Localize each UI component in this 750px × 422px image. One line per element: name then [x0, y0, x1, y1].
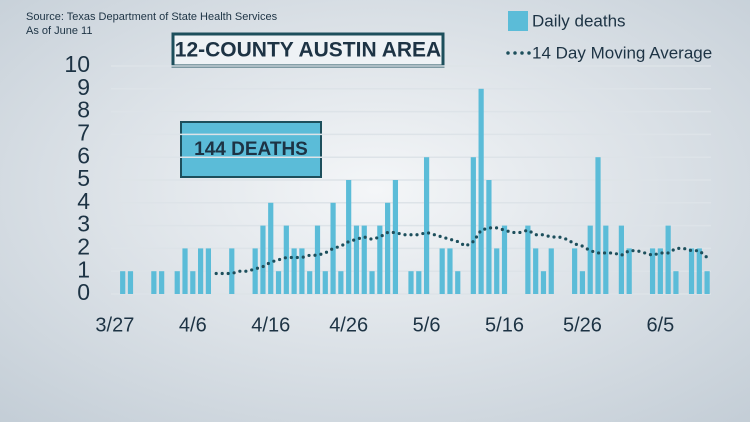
bar: [307, 271, 313, 294]
as-of: As of June 11: [26, 25, 92, 37]
y-tick-label: 8: [77, 97, 90, 123]
x-tick-label: 3/27: [95, 314, 134, 336]
annotation: 144 DEATHS: [194, 139, 308, 160]
x-tick-label: 4/26: [329, 314, 368, 336]
bar: [657, 248, 663, 294]
bar: [649, 248, 656, 294]
bar: [361, 225, 367, 294]
bar: [548, 248, 554, 294]
bar: [151, 271, 157, 294]
bar: [299, 248, 305, 294]
title-box: [171, 32, 445, 68]
bar: [587, 225, 593, 294]
x-tick-label: 4/6: [179, 314, 207, 336]
bar: [120, 271, 126, 294]
y-tick-label: 9: [77, 74, 90, 100]
bar: [533, 248, 539, 294]
bar: [205, 248, 212, 294]
bar: [338, 271, 344, 294]
chart-title: 12-COUNTY AUSTIN AREA: [175, 39, 441, 62]
x-tick-label: 4/16: [251, 314, 290, 336]
bar: [385, 202, 391, 294]
legend-label: Daily deaths: [532, 11, 626, 30]
bar: [540, 271, 547, 294]
bar: [174, 271, 180, 294]
bar: [260, 225, 266, 294]
bar: [182, 248, 188, 294]
y-tick-label: 2: [77, 233, 90, 259]
bar: [455, 271, 461, 294]
bar: [439, 248, 445, 294]
y-tick-label: 1: [77, 256, 90, 282]
bar: [572, 248, 578, 294]
legend-label: 14 Day Moving Average: [532, 43, 712, 62]
bar: [159, 271, 165, 294]
bar: [470, 157, 476, 294]
x-tick-label: 6/5: [646, 314, 674, 336]
bar: [688, 248, 695, 294]
bar: [198, 248, 204, 294]
y-tick-label: 0: [77, 279, 90, 305]
bar: [447, 248, 453, 294]
bar: [603, 225, 609, 294]
bar: [408, 271, 414, 294]
bar: [127, 271, 134, 294]
bar: [501, 225, 508, 294]
y-tick-label: 6: [77, 142, 90, 168]
bar: [275, 271, 282, 294]
bar: [704, 271, 710, 294]
bar: [314, 225, 321, 294]
bar: [229, 248, 235, 294]
y-tick-label: 5: [77, 165, 90, 191]
bar: [525, 225, 531, 294]
x-tick-label: 5/26: [563, 314, 602, 336]
bar: [252, 248, 258, 294]
y-tick-label: 7: [77, 119, 90, 145]
bar: [478, 88, 484, 294]
bar: [595, 157, 601, 294]
bar: [416, 271, 422, 294]
bar: [486, 180, 492, 294]
y-tick-label: 4: [77, 188, 90, 214]
bar: [579, 271, 586, 294]
bar: [330, 202, 336, 294]
x-tick-label: 5/6: [413, 314, 441, 336]
bar: [423, 157, 430, 294]
bar: [377, 225, 383, 294]
bar: [322, 271, 328, 294]
bar: [494, 248, 500, 294]
bar: [626, 248, 632, 294]
y-tick-label: 3: [77, 211, 90, 237]
bar: [346, 180, 352, 294]
bar: [353, 225, 360, 294]
bar: [283, 225, 289, 294]
source: Source: Texas Department of State Health…: [26, 11, 278, 23]
bar: [190, 271, 196, 294]
bar: [268, 202, 274, 294]
bar: [392, 180, 399, 294]
bar: [696, 248, 702, 294]
bar: [369, 271, 375, 294]
y-tick-label: 10: [64, 51, 90, 77]
x-tick-label: 5/16: [485, 314, 524, 336]
moving-average-line: [214, 226, 709, 276]
bar: [673, 271, 679, 294]
legend-swatch: [508, 11, 528, 31]
bar: [618, 225, 624, 294]
bar: [665, 225, 671, 294]
bar: [291, 248, 297, 294]
annotation-box: [180, 121, 322, 178]
